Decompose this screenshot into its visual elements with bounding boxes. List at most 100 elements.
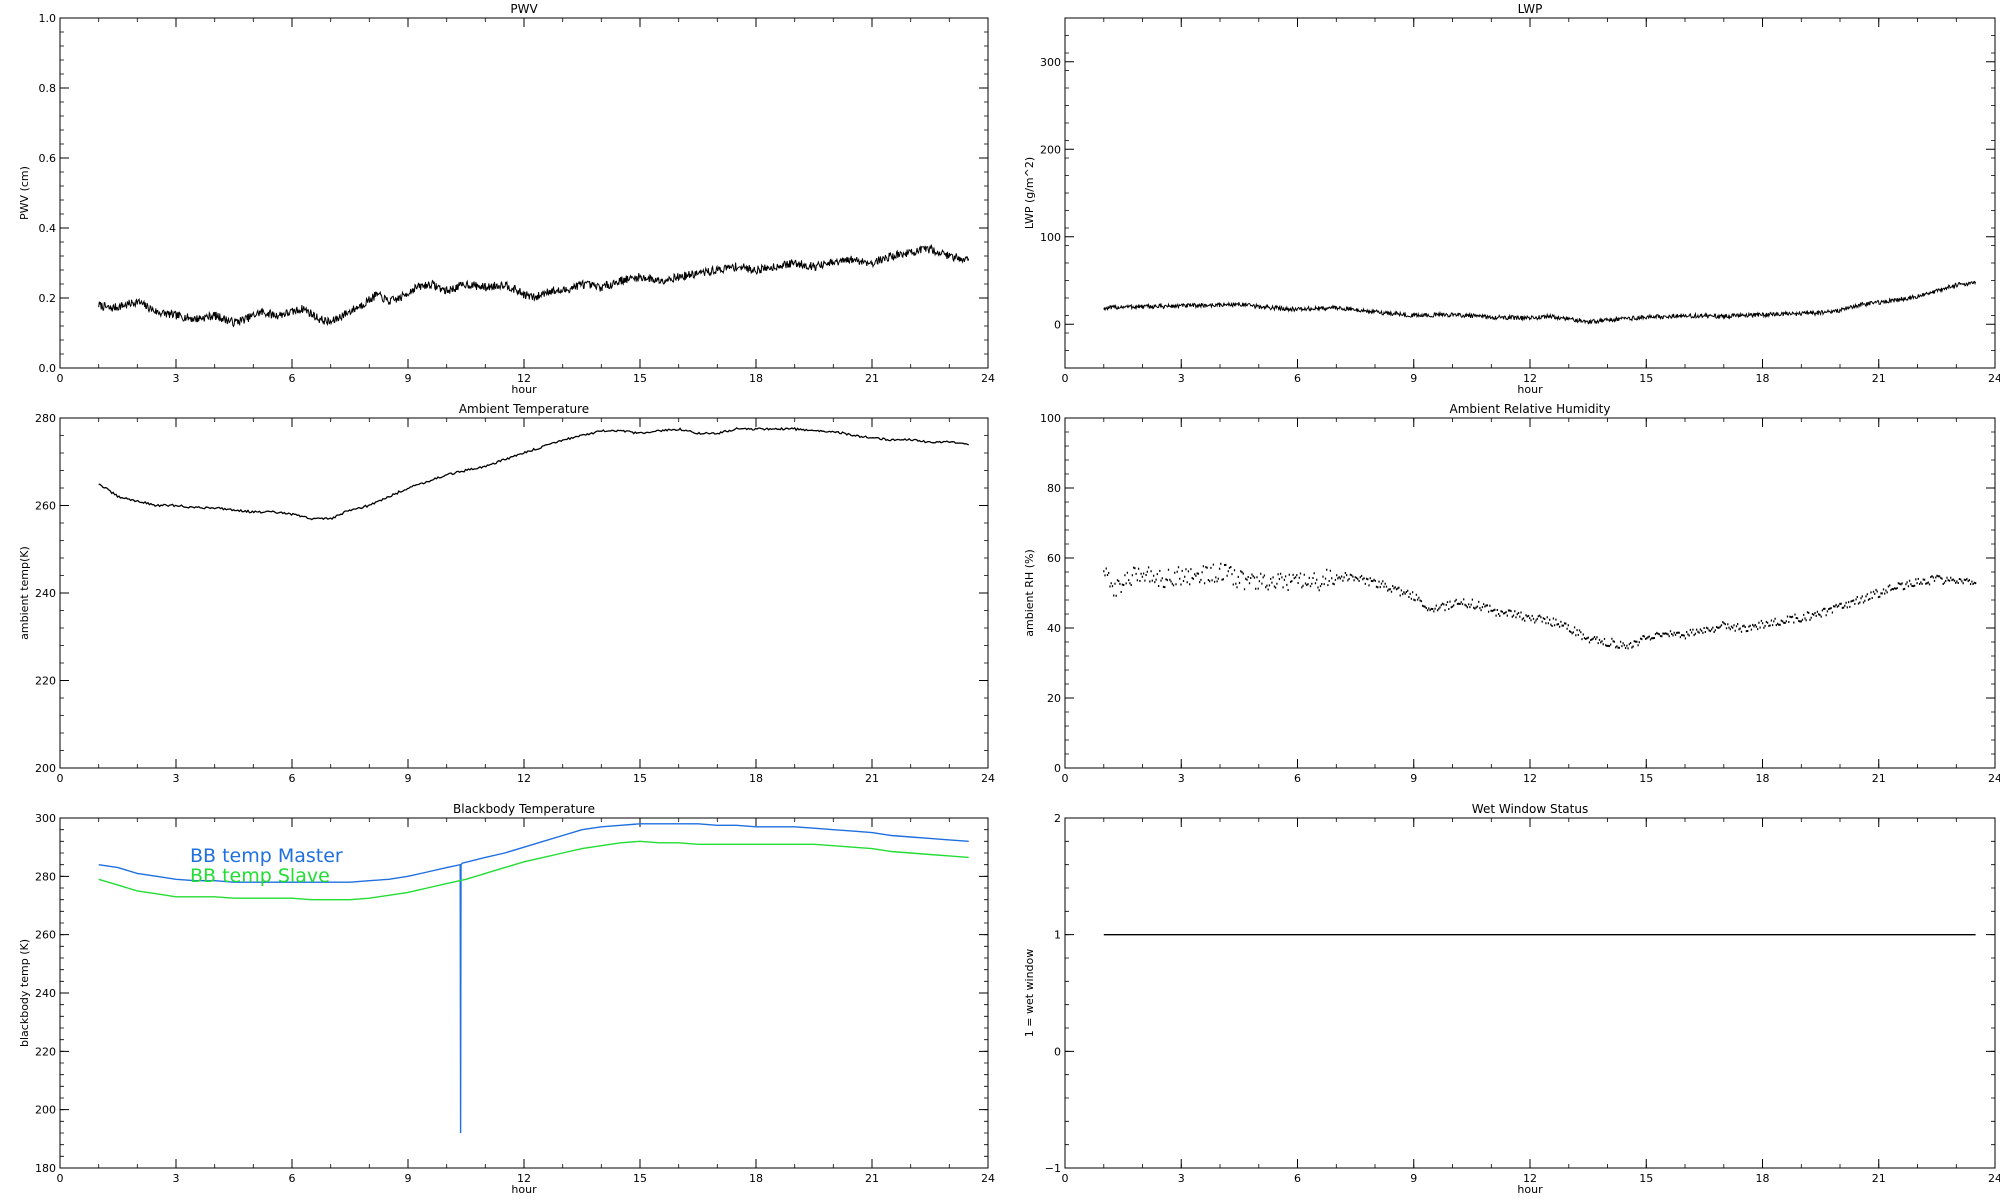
x-tick-label: 12 — [517, 372, 531, 385]
y-tick-label: 1.0 — [39, 12, 57, 25]
plot-frame — [1064, 17, 1996, 369]
x-tick-label: 18 — [1756, 772, 1770, 785]
x-tick-label: 0 — [1062, 372, 1069, 385]
y-tick-label: 100 — [1040, 231, 1061, 244]
x-tick-label: 18 — [749, 772, 763, 785]
series-line — [98, 840, 969, 901]
y-axis-label: ambient temp(K) — [18, 546, 31, 640]
y-axis-label: ambient RH (%) — [1023, 549, 1036, 637]
x-axis-label: hour — [1517, 383, 1543, 396]
y-tick-label: 0.8 — [39, 82, 57, 95]
x-tick-label: 18 — [1756, 372, 1770, 385]
x-tick-label: 12 — [517, 772, 531, 785]
minor-ticks — [1064, 417, 1996, 769]
minor-ticks — [59, 417, 989, 769]
plot-frame — [59, 417, 989, 769]
x-tick-label: 15 — [1639, 372, 1653, 385]
x-tick-label: 9 — [405, 772, 412, 785]
x-tick-label: 9 — [1410, 372, 1417, 385]
y-tick-label: 260 — [35, 929, 56, 942]
x-tick-label: 24 — [1988, 1172, 2000, 1185]
chart-title: PWV — [510, 2, 538, 16]
chart-panel-ambient_temperature: Ambient Temperature 0 3 6 9 12 15 18 21 24 200 220 2… — [18, 402, 995, 785]
x-tick-label: 12 — [517, 1172, 531, 1185]
x-tick-label: 6 — [289, 772, 296, 785]
x-tick-label: 6 — [289, 1172, 296, 1185]
y-axis-label: 1 = wet window — [1023, 949, 1036, 1038]
x-tick-label: 0 — [57, 372, 64, 385]
y-tick-label: 20 — [1047, 692, 1061, 705]
x-tick-label: 6 — [1294, 372, 1301, 385]
series-line — [1103, 280, 1977, 325]
minor-ticks — [1064, 17, 1996, 369]
y-tick-label: 0 — [1054, 1045, 1061, 1058]
series-line — [98, 426, 969, 521]
x-tick-label: 21 — [865, 372, 879, 385]
x-tick-label: 15 — [633, 372, 647, 385]
x-tick-label: 15 — [1639, 772, 1653, 785]
x-tick-label: 3 — [173, 1172, 180, 1185]
x-tick-label: 6 — [1294, 772, 1301, 785]
x-tick-label: 24 — [1988, 372, 2000, 385]
x-tick-label: 12 — [1523, 372, 1537, 385]
y-tick-label: 0.0 — [39, 362, 57, 375]
y-tick-label: 280 — [35, 412, 56, 425]
y-tick-label: 180 — [35, 1162, 56, 1175]
y-tick-label: 0.2 — [39, 292, 57, 305]
x-tick-label: 15 — [1639, 1172, 1653, 1185]
x-tick-label: 15 — [633, 772, 647, 785]
x-tick-label: 6 — [289, 372, 296, 385]
x-tick-label: 0 — [57, 1172, 64, 1185]
x-tick-label: 3 — [1178, 1172, 1185, 1185]
y-tick-label: 40 — [1047, 622, 1061, 635]
x-tick-label: 15 — [633, 1172, 647, 1185]
x-tick-label: 21 — [1872, 372, 1886, 385]
minor-ticks — [1064, 817, 1996, 1169]
x-tick-label: 18 — [749, 372, 763, 385]
y-tick-label: 1 — [1054, 929, 1061, 942]
y-tick-label: 260 — [35, 500, 56, 513]
series-line — [98, 243, 970, 328]
y-tick-label: 0.6 — [39, 152, 57, 165]
chart-title: Blackbody Temperature — [453, 802, 595, 816]
x-tick-label: 9 — [1410, 772, 1417, 785]
y-tick-label: 240 — [35, 987, 56, 1000]
x-tick-label: 6 — [1294, 1172, 1301, 1185]
legend-entry: BB temp Master — [190, 845, 343, 867]
x-tick-label: 21 — [1872, 772, 1886, 785]
x-tick-label: 3 — [173, 772, 180, 785]
y-tick-label: 240 — [35, 587, 56, 600]
y-tick-label: 80 — [1047, 482, 1061, 495]
y-tick-label: 200 — [35, 1104, 56, 1117]
chart-panel-blackbody_temperature: Blackbody Temperature 0 3 6 9 12 15 18 21 24 180 20… — [18, 802, 995, 1196]
chart-title: Ambient Relative Humidity — [1450, 402, 1611, 416]
x-tick-label: 3 — [1178, 372, 1185, 385]
legend-entry: BB temp Slave — [190, 865, 330, 887]
series-points — [1103, 562, 1977, 650]
y-tick-label: 300 — [35, 812, 56, 825]
y-tick-label: −1 — [1045, 1162, 1061, 1175]
x-tick-label: 21 — [1872, 1172, 1886, 1185]
plot-frame — [1064, 417, 1996, 769]
x-tick-label: 24 — [981, 372, 995, 385]
y-axis-label: LWP (g/m^2) — [1023, 157, 1036, 229]
y-tick-label: 100 — [1040, 412, 1061, 425]
y-tick-label: 280 — [35, 870, 56, 883]
y-tick-label: 300 — [1040, 56, 1061, 69]
plot-frame — [1064, 817, 1996, 1169]
chart-title: Wet Window Status — [1472, 802, 1588, 816]
x-tick-label: 12 — [1523, 772, 1537, 785]
x-tick-label: 3 — [1178, 772, 1185, 785]
y-tick-label: 0.4 — [39, 222, 57, 235]
y-tick-label: 0 — [1054, 318, 1061, 331]
y-tick-label: 200 — [35, 762, 56, 775]
y-tick-label: 0 — [1054, 762, 1061, 775]
y-tick-label: 200 — [1040, 143, 1061, 156]
y-tick-label: 60 — [1047, 552, 1061, 565]
x-tick-label: 21 — [865, 1172, 879, 1185]
x-tick-label: 9 — [1410, 1172, 1417, 1185]
x-tick-label: 12 — [1523, 1172, 1537, 1185]
series-line — [98, 823, 969, 1134]
